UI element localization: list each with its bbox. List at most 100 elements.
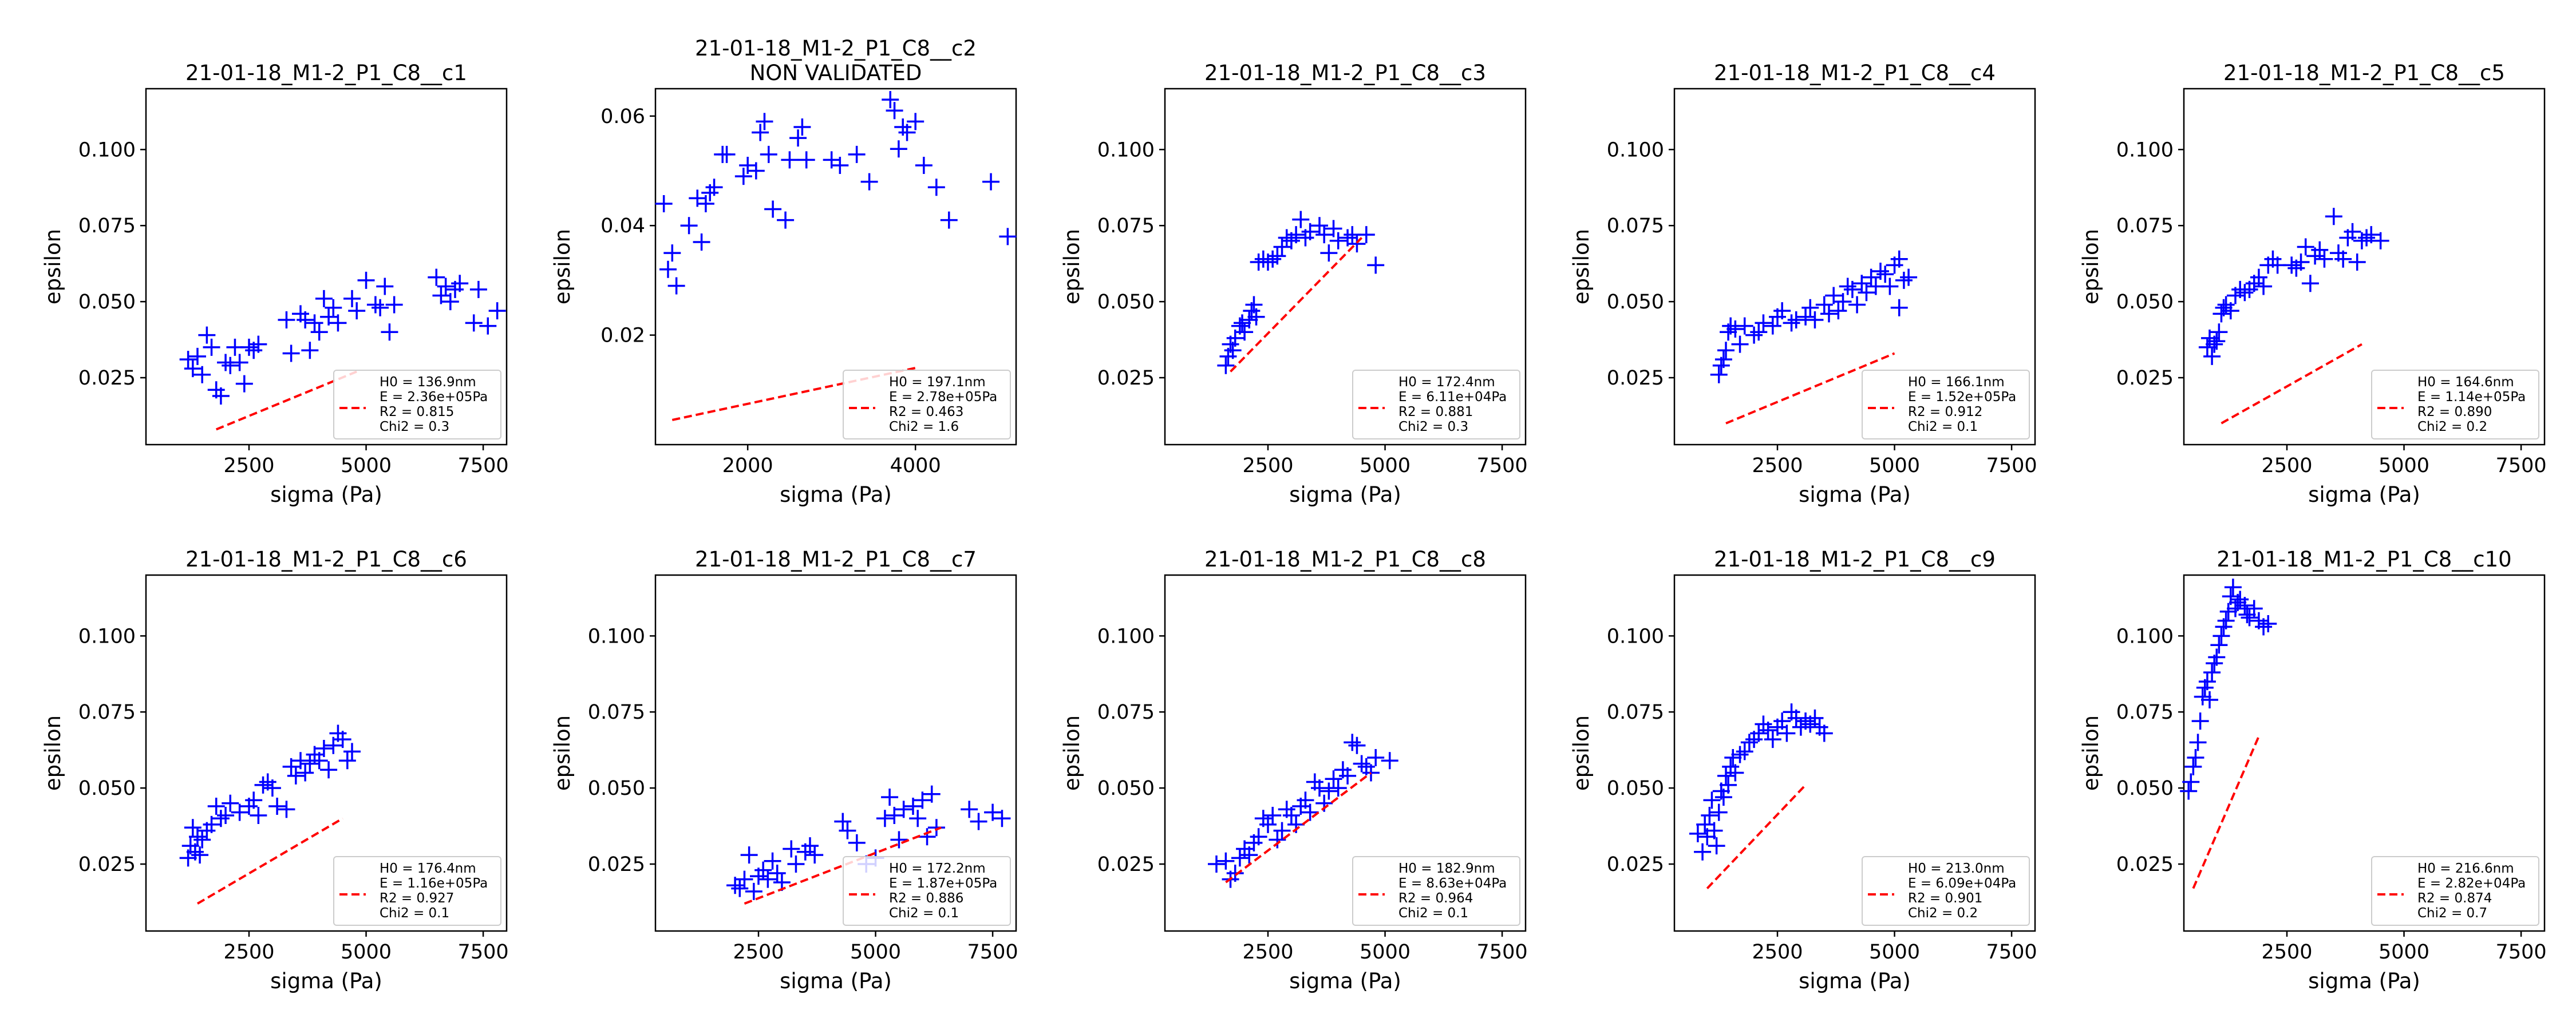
data-point xyxy=(231,803,248,821)
data-point xyxy=(2297,238,2314,256)
legend-text: E = 1.87e+05Pa xyxy=(889,876,997,891)
y-tick-label: 0.050 xyxy=(1607,291,1664,314)
data-point xyxy=(1259,815,1277,833)
y-tick-label: 0.075 xyxy=(1607,701,1664,724)
x-axis-label: sigma (Pa) xyxy=(270,482,382,507)
legend-text: E = 6.11e+04Pa xyxy=(1398,390,1507,405)
data-point xyxy=(441,293,459,311)
x-tick-label: 7500 xyxy=(1477,454,1528,477)
legend-text: Chi2 = 0.1 xyxy=(1398,906,1468,921)
legend-text: E = 2.78e+05Pa xyxy=(889,390,997,405)
data-point xyxy=(2344,223,2361,240)
y-tick-label: 0.100 xyxy=(1097,625,1155,648)
data-point xyxy=(1900,268,1918,286)
data-point xyxy=(376,278,394,295)
data-point xyxy=(1329,779,1347,797)
legend-text: Chi2 = 0.7 xyxy=(2417,906,2487,921)
y-tick-label: 0.075 xyxy=(78,215,136,237)
x-tick-label: 7500 xyxy=(1986,941,2037,964)
x-tick-label: 5000 xyxy=(1360,454,1411,477)
data-point xyxy=(301,342,319,359)
y-axis-label: epsilon xyxy=(550,715,575,791)
data-point xyxy=(726,877,744,894)
data-point xyxy=(1301,223,1319,240)
data-point xyxy=(1311,779,1328,797)
data-point xyxy=(2212,627,2230,645)
data-point xyxy=(904,798,922,815)
data-point xyxy=(1245,296,1263,314)
y-axis-label: epsilon xyxy=(1060,715,1084,791)
x-tick-label: 7500 xyxy=(2496,941,2547,964)
x-tick-label: 2500 xyxy=(1752,454,1803,477)
data-point xyxy=(1353,755,1370,772)
data-point xyxy=(2241,609,2258,627)
data-point xyxy=(2255,618,2273,636)
data-point xyxy=(1834,293,1852,311)
data-point xyxy=(909,810,927,827)
data-point xyxy=(1269,247,1286,265)
data-point xyxy=(693,233,710,251)
data-point xyxy=(1264,250,1282,268)
data-point xyxy=(2184,758,2202,775)
subplot-6: 21-01-18_M1-2_P1_C8__c6 2500 5000 7500 0.025… xyxy=(41,547,509,993)
subplot-title: 21-01-18_M1-2_P1_C8__c9 xyxy=(1714,547,1996,572)
y-tick-label: 0.075 xyxy=(2116,215,2174,237)
data-point xyxy=(970,813,987,830)
data-point xyxy=(731,880,749,897)
legend-text: Chi2 = 0.1 xyxy=(1908,419,1978,434)
x-axis-label: sigma (Pa) xyxy=(2308,969,2420,993)
legend-text: R2 = 0.912 xyxy=(1908,405,1982,419)
legend-text: R2 = 0.927 xyxy=(380,891,454,906)
data-point xyxy=(1843,280,1861,298)
y-tick-label: 0.100 xyxy=(1097,138,1155,161)
data-point xyxy=(839,822,856,839)
data-point xyxy=(2255,278,2273,295)
data-point xyxy=(1292,211,1310,228)
x-tick-label: 2000 xyxy=(722,454,773,477)
data-point xyxy=(315,740,333,758)
data-point xyxy=(886,102,903,120)
y-axis-label: epsilon xyxy=(41,715,65,791)
subplot-title: 21-01-18_M1-2_P1_C8__c4 xyxy=(1714,61,1996,85)
subplot-title: 21-01-18_M1-2_P1_C8__c1 xyxy=(185,61,467,85)
data-point xyxy=(2215,299,2233,316)
y-axis-label: epsilon xyxy=(2079,715,2103,791)
data-point xyxy=(2219,603,2237,620)
x-tick-label: 2500 xyxy=(223,941,274,964)
axes-frame xyxy=(2183,88,2546,446)
y-tick-label: 0.075 xyxy=(2116,701,2174,724)
axes-frame xyxy=(1164,574,1527,932)
fit-line xyxy=(1725,352,1895,425)
data-point xyxy=(488,302,506,320)
data-point xyxy=(1297,791,1314,809)
data-point xyxy=(2189,734,2207,751)
y-tick-label: 0.100 xyxy=(2116,138,2174,161)
data-point xyxy=(1696,815,1714,833)
data-point xyxy=(2259,615,2277,633)
data-point xyxy=(278,311,295,329)
data-point xyxy=(2187,748,2204,766)
data-point xyxy=(432,287,450,304)
data-point xyxy=(1259,253,1277,271)
subplot-title: 21-01-18_M1-2_P1_C8__c8 xyxy=(1204,547,1486,572)
data-point xyxy=(268,798,286,815)
data-point xyxy=(1226,864,1244,882)
data-point xyxy=(310,323,328,341)
data-point xyxy=(338,752,356,770)
data-point xyxy=(1830,302,1847,320)
fit-line xyxy=(196,817,343,905)
y-axis-label: epsilon xyxy=(41,229,65,304)
data-point xyxy=(940,211,958,229)
legend-box xyxy=(1862,856,2030,926)
y-tick-label: 0.075 xyxy=(1097,701,1155,724)
data-point xyxy=(1339,767,1357,785)
data-point xyxy=(860,173,878,191)
y-tick-label: 0.100 xyxy=(78,138,136,161)
legend-text: H0 = 164.6nm xyxy=(2417,375,2514,390)
subplot-subtitle: NON VALIDATED xyxy=(750,61,922,85)
x-tick-label: 5000 xyxy=(2379,454,2429,477)
data-point xyxy=(320,761,338,779)
data-point xyxy=(1710,366,1728,383)
